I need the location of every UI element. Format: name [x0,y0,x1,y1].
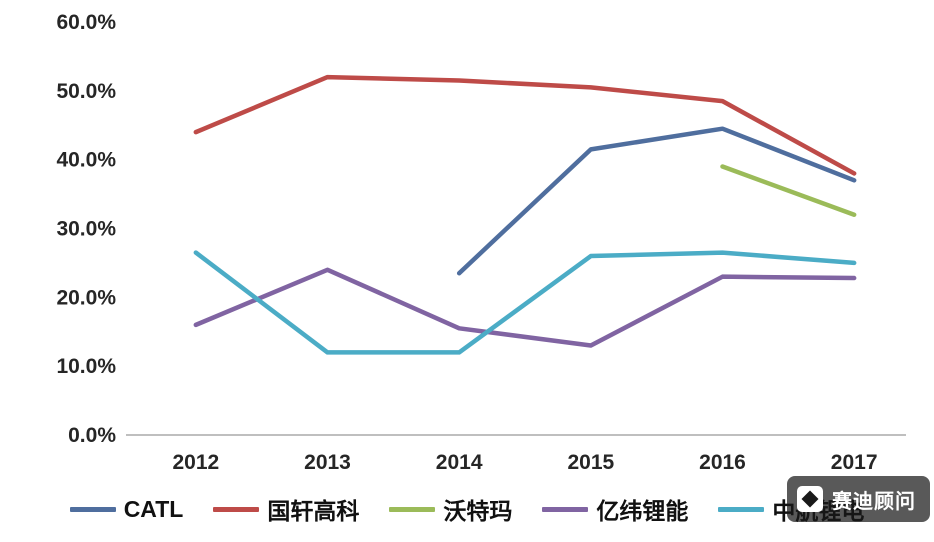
y-axis-tick-label: 20.0% [56,286,116,309]
legend-item-沃特玛: 沃特玛 [389,492,512,526]
y-axis-tick-label: 60.0% [56,11,116,34]
legend-label: 亿纬锂能 [596,498,689,524]
legend-marker [213,506,260,512]
series-line-沃特玛 [720,164,857,217]
x-axis-tick-label: 2015 [567,451,614,474]
legend-label: CATL [123,495,184,522]
y-axis-tick-label: 30.0% [56,218,116,241]
legend-marker [718,506,765,512]
chart-plot-area: 0.0% 10.0% 20.0% 30.0% 40.0% 50.0% 60.0% 2012 20… [56,11,906,474]
series-line-中航锂电 [193,250,857,355]
legend-label: 沃特玛 [443,498,513,524]
y-axis-tick-label: 10.0% [56,355,116,378]
series-line-亿纬锂能 [193,267,857,348]
y-axis-tick-label: 50.0% [56,80,116,103]
ccid-logo-icon [797,486,823,512]
chart-legend: CATL国轩高科沃特玛亿纬锂能中航锂电 [0,492,934,526]
legend-marker [69,506,116,512]
x-axis-tick-label: 2012 [172,451,219,474]
x-axis-tick-label: 2017 [831,451,878,474]
x-axis-tick-label: 2016 [699,451,746,474]
series-line-CATL [456,126,857,276]
y-axis-tick-label: 40.0% [56,149,116,172]
x-axis-tick-label: 2014 [436,451,483,474]
legend-label: 国轩高科 [267,498,360,524]
y-axis-tick-label: 0.0% [68,424,116,447]
watermark: 赛迪顾问 [787,476,930,522]
legend-item-CATL: CATL [69,495,184,523]
legend-item-亿纬锂能: 亿纬锂能 [542,492,688,526]
legend-marker [542,506,589,512]
watermark-text: 赛迪顾问 [832,490,916,513]
legend-marker [389,506,436,512]
x-axis-tick-label: 2013 [304,451,351,474]
legend-item-国轩高科: 国轩高科 [213,492,359,526]
series-line-国轩高科 [193,74,857,176]
